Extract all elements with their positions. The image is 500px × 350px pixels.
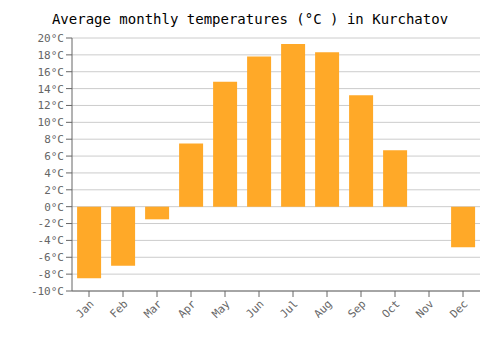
- svg-text:-4°C: -4°C: [38, 234, 65, 247]
- svg-text:Mar: Mar: [141, 297, 165, 321]
- svg-text:-8°C: -8°C: [38, 268, 65, 281]
- svg-text:Jun: Jun: [243, 297, 266, 320]
- svg-text:14°C: 14°C: [38, 83, 65, 96]
- svg-text:Apr: Apr: [175, 297, 199, 321]
- svg-text:May: May: [209, 297, 233, 321]
- svg-text:16°C: 16°C: [38, 66, 65, 79]
- svg-text:2°C: 2°C: [44, 184, 64, 197]
- svg-text:Feb: Feb: [107, 297, 130, 320]
- svg-text:Sep: Sep: [345, 297, 368, 320]
- svg-text:Oct: Oct: [379, 297, 402, 320]
- svg-text:0°C: 0°C: [44, 201, 64, 214]
- svg-text:10°C: 10°C: [38, 116, 65, 129]
- svg-text:Nov: Nov: [413, 297, 437, 321]
- html-text:Average monthly temperatures (: Average monthly temperatures (°C ) in Ku…: [51, 11, 449, 27]
- svg-text:-2°C: -2°C: [38, 217, 65, 230]
- svg-text:Dec: Dec: [447, 297, 470, 320]
- svg-text:18°C: 18°C: [38, 49, 65, 62]
- svg-text:-10°C: -10°C: [31, 285, 64, 298]
- svg-text:8°C: 8°C: [44, 133, 64, 146]
- svg-text:20°C: 20°C: [38, 32, 65, 45]
- svg-text:6°C: 6°C: [44, 150, 64, 163]
- svg-text:Aug: Aug: [311, 297, 334, 320]
- svg-text:-6°C: -6°C: [38, 251, 65, 264]
- svg-text:Jul: Jul: [277, 297, 300, 320]
- svg-text:4°C: 4°C: [44, 167, 64, 180]
- svg-text:Jan: Jan: [73, 297, 96, 320]
- svg-text:12°C: 12°C: [38, 99, 65, 112]
